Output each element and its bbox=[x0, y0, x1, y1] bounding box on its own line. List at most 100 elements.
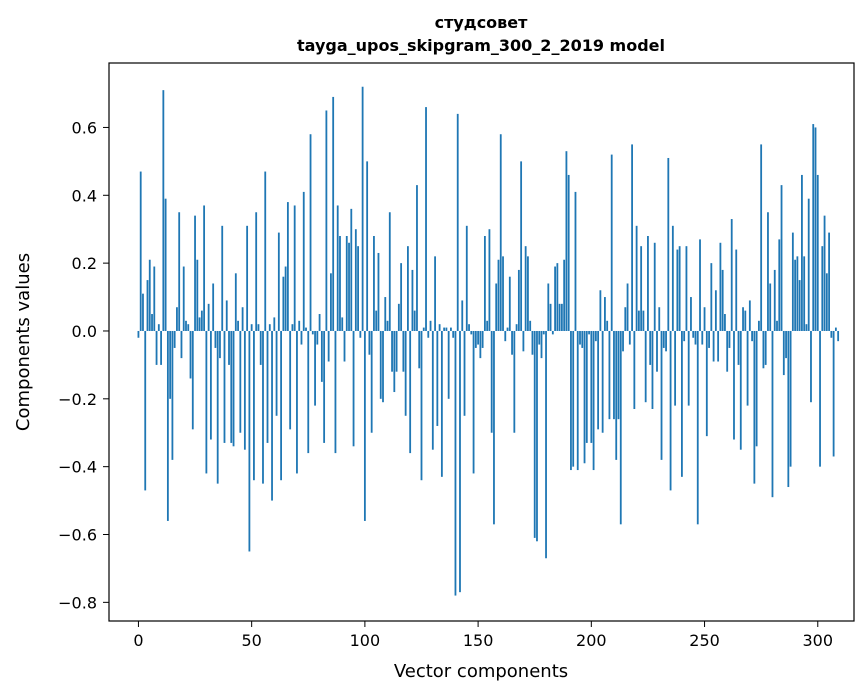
bar bbox=[393, 330, 396, 393]
bar bbox=[327, 330, 330, 362]
bar bbox=[420, 330, 423, 481]
bar bbox=[316, 330, 319, 345]
bar bbox=[690, 297, 692, 331]
bar bbox=[710, 263, 713, 331]
bar bbox=[681, 330, 683, 477]
bar bbox=[377, 252, 380, 331]
bar bbox=[493, 330, 495, 525]
bar bbox=[599, 290, 602, 331]
x-tick-label: 250 bbox=[689, 631, 720, 650]
bar bbox=[368, 330, 371, 355]
bar bbox=[656, 330, 658, 372]
bar bbox=[585, 330, 588, 443]
bar bbox=[497, 259, 500, 331]
bar bbox=[767, 212, 769, 331]
bar bbox=[737, 330, 740, 365]
bar bbox=[296, 330, 298, 474]
y-axis-ticks: −0.8 −0.6 −0.4 −0.2 0.0 0.2 0.4 0.6 bbox=[58, 118, 109, 612]
bar bbox=[787, 330, 790, 488]
bar bbox=[363, 330, 366, 521]
y-tick-label: 0.0 bbox=[72, 322, 97, 341]
bar bbox=[273, 317, 276, 331]
bar bbox=[551, 330, 554, 335]
bar bbox=[354, 229, 357, 331]
bar bbox=[610, 154, 613, 331]
bar bbox=[386, 320, 389, 331]
bar bbox=[699, 239, 701, 331]
bar bbox=[522, 330, 525, 352]
bar bbox=[146, 280, 149, 331]
x-tick-label: 50 bbox=[241, 631, 261, 650]
bar bbox=[642, 310, 645, 331]
bar bbox=[302, 191, 305, 331]
bar bbox=[178, 212, 181, 331]
bar bbox=[714, 290, 717, 331]
bar bbox=[293, 205, 296, 331]
bar bbox=[819, 330, 821, 467]
bar bbox=[794, 259, 797, 331]
bar bbox=[352, 330, 355, 447]
y-tick-label: 0.2 bbox=[72, 254, 97, 273]
bar bbox=[343, 330, 346, 362]
chart-subtitle: tayga_upos_skipgram_300_2_2019 model bbox=[297, 36, 665, 55]
bar bbox=[459, 330, 461, 593]
bar bbox=[554, 266, 556, 331]
bar bbox=[239, 330, 242, 433]
bar bbox=[216, 330, 219, 484]
bar bbox=[470, 330, 473, 335]
bar bbox=[253, 330, 255, 481]
bar bbox=[567, 174, 570, 331]
bar bbox=[481, 330, 484, 348]
bar bbox=[531, 330, 534, 355]
bar bbox=[223, 330, 226, 443]
bar bbox=[776, 320, 778, 331]
bar bbox=[644, 330, 647, 403]
bar bbox=[477, 330, 480, 345]
bar bbox=[653, 242, 656, 331]
bar bbox=[395, 330, 398, 372]
bar bbox=[246, 225, 249, 331]
bar bbox=[375, 310, 378, 331]
bar bbox=[733, 330, 735, 440]
bar bbox=[579, 330, 581, 345]
bar bbox=[785, 330, 787, 359]
bar bbox=[524, 246, 527, 331]
bar bbox=[373, 236, 375, 331]
bar bbox=[474, 330, 477, 348]
y-tick-label: −0.6 bbox=[58, 526, 97, 545]
bar bbox=[560, 303, 563, 331]
bar bbox=[495, 283, 498, 331]
bar bbox=[665, 330, 667, 352]
bar bbox=[209, 330, 212, 440]
bar bbox=[594, 330, 597, 342]
x-tick-label: 200 bbox=[576, 631, 607, 650]
bar bbox=[196, 259, 199, 331]
bar bbox=[604, 297, 606, 331]
bar bbox=[350, 208, 353, 331]
bar bbox=[617, 330, 620, 420]
bar bbox=[456, 113, 459, 331]
bar bbox=[139, 171, 142, 331]
bars-group bbox=[137, 86, 840, 596]
bar bbox=[359, 330, 362, 338]
bar bbox=[816, 174, 819, 331]
bar bbox=[837, 330, 840, 342]
bar bbox=[388, 212, 391, 331]
bar bbox=[830, 330, 833, 338]
bar bbox=[751, 330, 753, 342]
bar bbox=[540, 330, 543, 359]
y-tick-label: 0.4 bbox=[72, 186, 97, 205]
bar bbox=[635, 225, 638, 331]
bar bbox=[701, 330, 704, 345]
bar bbox=[366, 161, 369, 331]
bar bbox=[142, 293, 144, 331]
bar bbox=[280, 330, 282, 481]
bar bbox=[807, 198, 810, 331]
bar bbox=[465, 225, 468, 331]
bar bbox=[241, 307, 244, 331]
bar bbox=[527, 256, 529, 331]
chart-title: студсовет bbox=[435, 13, 529, 32]
bar bbox=[262, 330, 264, 484]
bar bbox=[619, 330, 622, 525]
bar bbox=[411, 269, 414, 331]
